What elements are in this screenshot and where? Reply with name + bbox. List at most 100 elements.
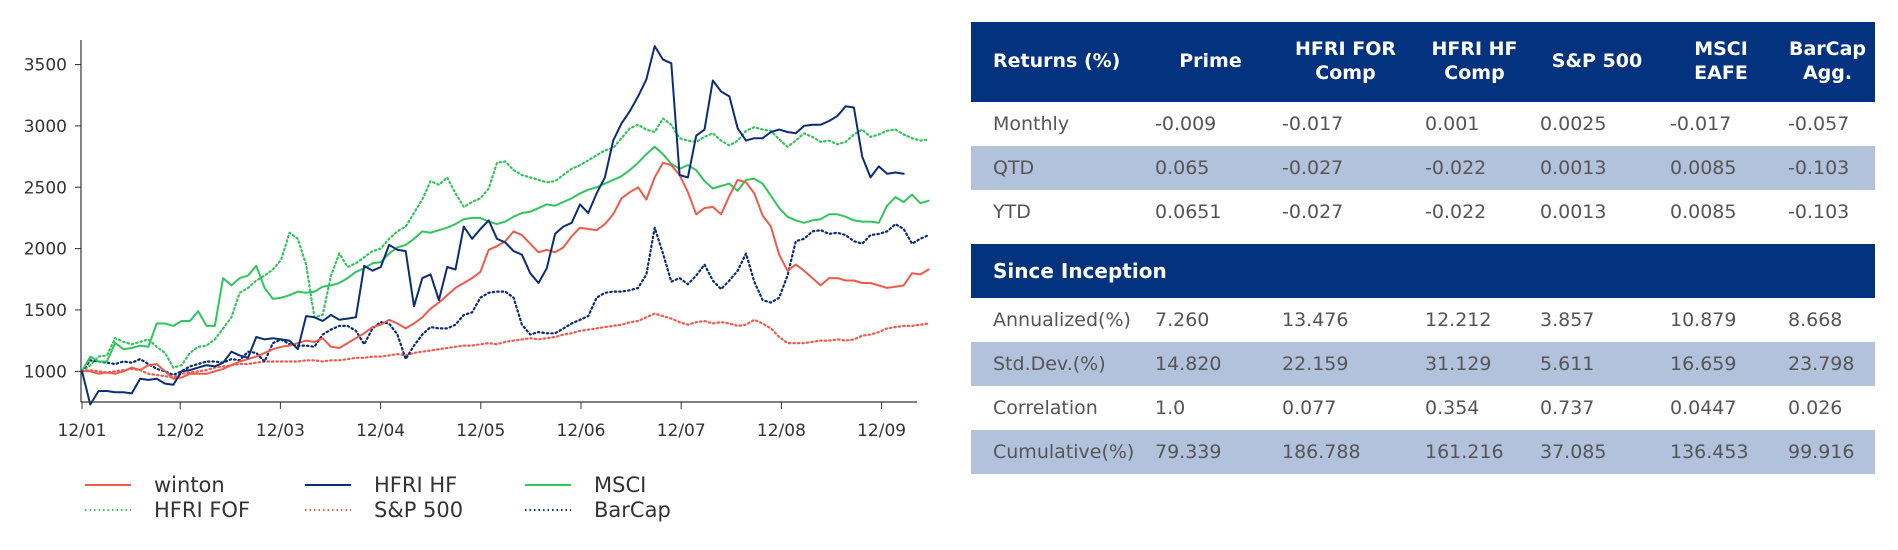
series-line-barcap [80, 223, 930, 377]
table-cell: 22.159 [1274, 342, 1417, 386]
table-cell: -0.009 [1155, 113, 1217, 135]
table-row-ytd: YTD 0.0651 -0.027 -0.022 0.0013 0.0085 -… [971, 190, 1875, 234]
table-row-stddev: Std.Dev.(%) 14.820 22.159 31.129 5.611 1… [971, 342, 1875, 386]
x-tick-label: 12/09 [857, 421, 906, 441]
header-barcap-agg: BarCap Agg. [1780, 22, 1875, 102]
table-row-qtd: QTD 0.065 -0.027 -0.022 0.0013 0.0085 -0… [971, 146, 1875, 190]
x-tick-label: 12/04 [356, 421, 405, 441]
series-line-winton [81, 161, 930, 380]
row-label: Cumulative(%) [971, 430, 1147, 474]
legend-label: HFRI FOF [154, 498, 250, 522]
table-cell: 0.0025 [1540, 113, 1607, 135]
series-line-hfri-hf [81, 45, 905, 406]
y-tick-label: 1500 [24, 301, 67, 321]
series-line-hfri-fof [80, 117, 930, 373]
x-tick-label: 12/07 [657, 421, 706, 441]
table-cell: 13.476 [1282, 309, 1349, 331]
table-cell: -0.057 [1788, 113, 1850, 135]
table-cell: 0.737 [1540, 397, 1595, 419]
table-cell: 1.0 [1155, 397, 1186, 419]
table-row-annualized: Annualized(%) 7.260 13.476 12.212 3.857 … [971, 298, 1875, 342]
row-label: Annualized(%) [993, 309, 1131, 331]
row-label: QTD [971, 146, 1147, 190]
legend-label: winton [154, 473, 225, 497]
table-cell: -0.103 [1780, 146, 1875, 190]
legend-label: MSCI [594, 473, 646, 497]
table-cell: 0.0013 [1532, 146, 1662, 190]
table-cell: -0.103 [1788, 201, 1850, 223]
table-cell: 136.453 [1662, 430, 1780, 474]
x-tick-label: 12/06 [557, 421, 606, 441]
series-line-s-p-500 [80, 312, 930, 379]
row-label: Correlation [993, 397, 1098, 419]
x-tick-label: 12/02 [156, 421, 205, 441]
header-hfri-for-comp: HFRI FOR Comp [1274, 22, 1417, 102]
header-returns: Returns (%) [971, 22, 1147, 102]
table-cell: 16.659 [1662, 342, 1780, 386]
legend-label: S&P 500 [374, 498, 463, 522]
row-label: Monthly [993, 113, 1070, 135]
table-row-cumulative: Cumulative(%) 79.339 186.788 161.216 37.… [971, 430, 1875, 474]
line-chart-svg: 1000 1500 2000 2500 3000 3500 12/01 12/02 12/03… [24, 40, 930, 522]
header-msci-eafe: MSCI EAFE [1662, 22, 1780, 102]
table-cell: 0.065 [1147, 146, 1274, 190]
table-cell: 0.026 [1788, 397, 1843, 419]
table-row-monthly: Monthly -0.009 -0.017 0.001 0.0025 -0.01… [971, 102, 1875, 146]
y-tick-label: 1000 [24, 362, 67, 382]
series-line-msci [81, 145, 930, 373]
table-cell: 0.0447 [1670, 397, 1737, 419]
returns-table: Returns (%) Prime HFRI FOR Comp HFRI HF … [971, 22, 1875, 474]
table-cell: 0.0085 [1662, 146, 1780, 190]
x-tick-label: 12/01 [58, 421, 107, 441]
row-label: YTD [993, 201, 1031, 223]
table-cell: -0.017 [1670, 113, 1732, 135]
legend-label: BarCap [594, 498, 671, 522]
table-cell: -0.027 [1282, 201, 1344, 223]
table-cell: 8.668 [1788, 309, 1843, 331]
y-tick-label: 3500 [24, 56, 67, 76]
table-cell: 79.339 [1147, 430, 1274, 474]
table-cell: -0.022 [1417, 146, 1532, 190]
table-cell: 10.879 [1670, 309, 1737, 331]
table-cell: 37.085 [1532, 430, 1662, 474]
y-tick-label: 2000 [24, 240, 67, 260]
table-cell: 7.260 [1155, 309, 1210, 331]
table-spacer [971, 234, 1875, 244]
header-sp500: S&P 500 [1532, 22, 1662, 102]
table-cell: 23.798 [1780, 342, 1875, 386]
table-cell: 5.611 [1532, 342, 1662, 386]
header-hfri-hf-comp: HFRI HF Comp [1417, 22, 1532, 102]
legend-label: HFRI HF [374, 473, 457, 497]
section-header-row: Since Inception [971, 244, 1875, 298]
table-cell: 14.820 [1147, 342, 1274, 386]
table-cell: 0.0085 [1670, 201, 1737, 223]
table-cell: 99.916 [1780, 430, 1875, 474]
x-axis-ticks: 12/01 12/02 12/03 12/04 12/05 12/06 12/07 12/08… [58, 402, 906, 441]
table-cell: -0.017 [1282, 113, 1344, 135]
x-tick-label: 12/05 [456, 421, 505, 441]
row-label: Std.Dev.(%) [971, 342, 1147, 386]
table-cell: 161.216 [1417, 430, 1532, 474]
y-tick-label: 2500 [24, 178, 67, 198]
y-tick-label: 3000 [24, 117, 67, 137]
table-cell: 0.001 [1425, 113, 1480, 135]
table-cell: 12.212 [1425, 309, 1492, 331]
table-cell: 31.129 [1417, 342, 1532, 386]
table-cell: 0.0013 [1540, 201, 1607, 223]
plot-lines [80, 45, 930, 406]
header-prime: Prime [1147, 22, 1274, 102]
y-axis-ticks: 1000 1500 2000 2500 3000 3500 [24, 56, 81, 382]
table-header-row: Returns (%) Prime HFRI FOR Comp HFRI HF … [971, 22, 1875, 102]
table-cell: -0.022 [1425, 201, 1487, 223]
x-tick-label: 12/03 [256, 421, 305, 441]
chart-legend: winton HFRI HF MSCI HFRI FOF S&P 500 BarCap [85, 473, 671, 522]
table-cell: 0.077 [1282, 397, 1337, 419]
table-cell: 0.354 [1425, 397, 1480, 419]
table-row-correlation: Correlation 1.0 0.077 0.354 0.737 0.0447… [971, 386, 1875, 430]
table-cell: 186.788 [1274, 430, 1417, 474]
performance-chart: 1000 1500 2000 2500 3000 3500 12/01 12/02 12/03… [24, 40, 930, 522]
table-cell: 0.0651 [1155, 201, 1222, 223]
x-tick-label: 12/08 [757, 421, 806, 441]
table-cell: -0.027 [1274, 146, 1417, 190]
section-title: Since Inception [971, 244, 1875, 298]
